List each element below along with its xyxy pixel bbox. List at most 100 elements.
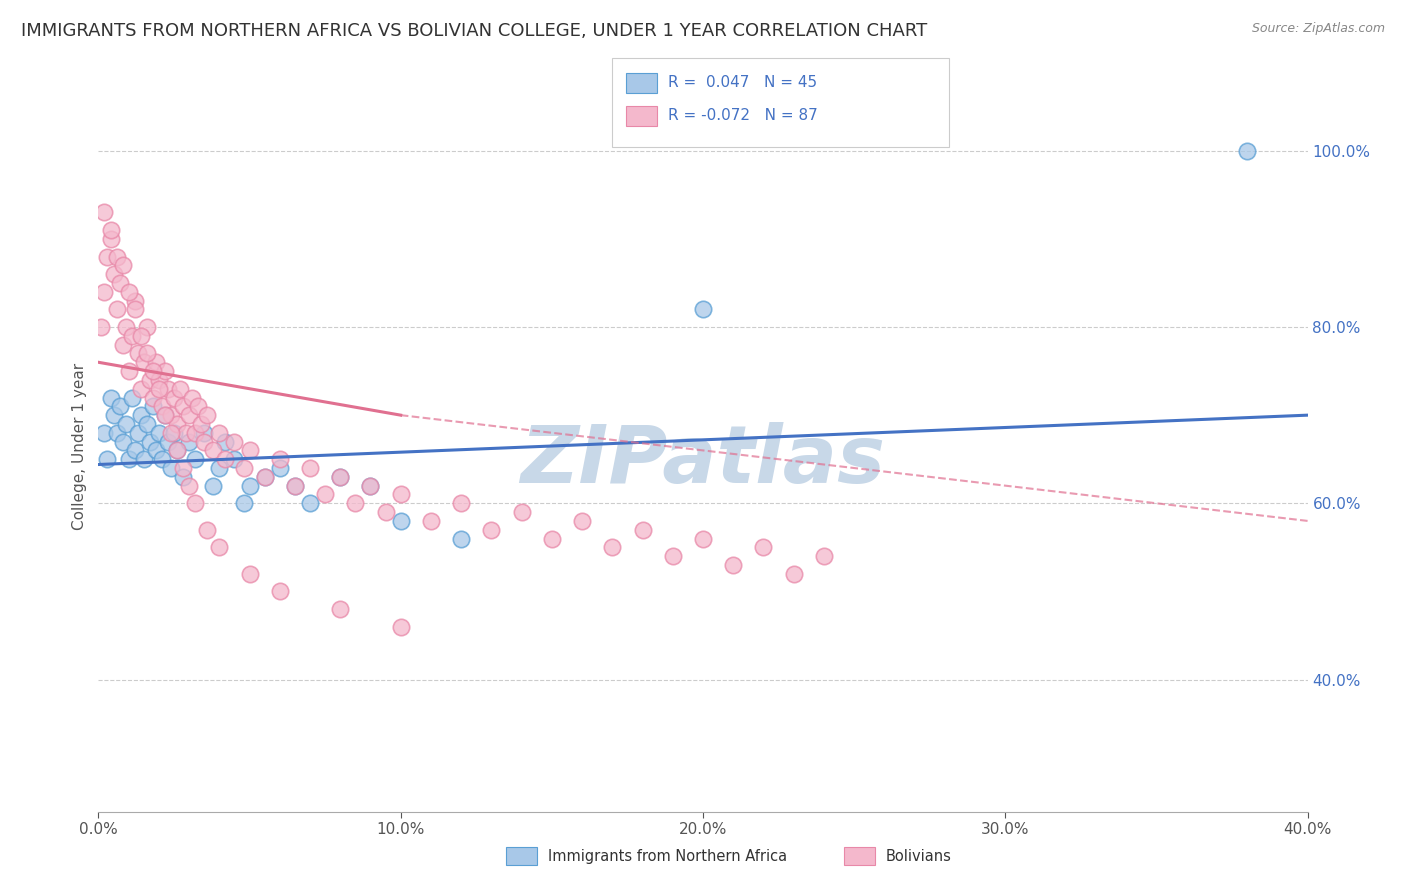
Point: [96, 250, 118, 264]
Point: [142, 391, 165, 405]
Point: [114, 417, 136, 431]
Point: [103, 267, 125, 281]
Y-axis label: College, Under 1 year: College, Under 1 year: [72, 362, 87, 530]
Point: [121, 329, 143, 343]
Point: [160, 425, 183, 440]
Point: [118, 452, 141, 467]
Point: [195, 523, 218, 537]
Point: [344, 496, 367, 510]
Point: [299, 496, 322, 510]
Point: [202, 478, 225, 492]
Point: [540, 532, 562, 546]
Point: [166, 443, 188, 458]
Point: [232, 496, 254, 510]
Point: [269, 584, 291, 599]
Point: [571, 514, 593, 528]
Point: [202, 443, 225, 458]
Point: [284, 478, 307, 492]
Point: [156, 434, 179, 449]
Point: [127, 346, 149, 360]
Point: [208, 425, 231, 440]
Point: [100, 223, 122, 237]
Point: [172, 470, 194, 484]
Point: [253, 470, 276, 484]
Text: R = -0.072   N = 87: R = -0.072 N = 87: [668, 109, 818, 123]
Point: [163, 391, 186, 405]
Point: [184, 496, 207, 510]
Point: [118, 285, 141, 299]
Point: [111, 434, 134, 449]
Point: [184, 425, 207, 440]
Point: [224, 434, 246, 449]
Point: [150, 400, 173, 414]
Point: [118, 364, 141, 378]
Text: Bolivians: Bolivians: [886, 849, 952, 863]
Point: [132, 452, 155, 467]
Text: Source: ZipAtlas.com: Source: ZipAtlas.com: [1251, 22, 1385, 36]
Point: [783, 566, 806, 581]
Point: [93, 425, 115, 440]
Point: [172, 461, 194, 475]
Point: [96, 452, 118, 467]
Point: [329, 470, 352, 484]
Point: [148, 373, 170, 387]
Point: [108, 400, 131, 414]
Point: [239, 478, 262, 492]
Point: [142, 400, 165, 414]
Point: [160, 461, 183, 475]
Point: [752, 541, 775, 555]
Point: [148, 382, 170, 396]
Point: [389, 514, 412, 528]
Point: [145, 443, 167, 458]
Point: [124, 293, 146, 308]
Point: [139, 373, 162, 387]
Point: [135, 346, 157, 360]
Point: [389, 620, 412, 634]
Point: [127, 425, 149, 440]
Point: [195, 408, 218, 422]
Point: [813, 549, 835, 563]
Point: [93, 285, 115, 299]
Point: [723, 558, 745, 572]
Point: [329, 602, 352, 616]
Point: [193, 425, 215, 440]
Point: [187, 400, 209, 414]
Point: [253, 470, 276, 484]
Point: [692, 532, 714, 546]
Point: [360, 478, 382, 492]
Point: [156, 382, 179, 396]
Text: Immigrants from Northern Africa: Immigrants from Northern Africa: [548, 849, 787, 863]
Point: [166, 417, 188, 431]
Point: [181, 391, 204, 405]
Point: [124, 302, 146, 317]
Point: [153, 364, 176, 378]
Point: [90, 320, 112, 334]
Point: [150, 452, 173, 467]
Point: [184, 452, 207, 467]
Point: [145, 355, 167, 369]
Point: [153, 408, 176, 422]
Point: [510, 505, 533, 519]
Point: [179, 408, 201, 422]
Point: [269, 461, 291, 475]
Point: [135, 320, 157, 334]
Point: [602, 541, 624, 555]
Text: R =  0.047   N = 45: R = 0.047 N = 45: [668, 76, 817, 90]
Point: [481, 523, 503, 537]
Point: [103, 408, 125, 422]
Point: [224, 452, 246, 467]
Point: [174, 425, 197, 440]
Point: [124, 443, 146, 458]
Point: [269, 452, 291, 467]
Point: [93, 205, 115, 219]
Point: [190, 417, 212, 431]
Point: [148, 425, 170, 440]
Point: [100, 391, 122, 405]
Point: [111, 337, 134, 351]
Point: [179, 478, 201, 492]
Point: [105, 302, 128, 317]
Point: [129, 329, 152, 343]
Point: [160, 408, 183, 422]
Point: [193, 434, 215, 449]
Point: [450, 496, 472, 510]
